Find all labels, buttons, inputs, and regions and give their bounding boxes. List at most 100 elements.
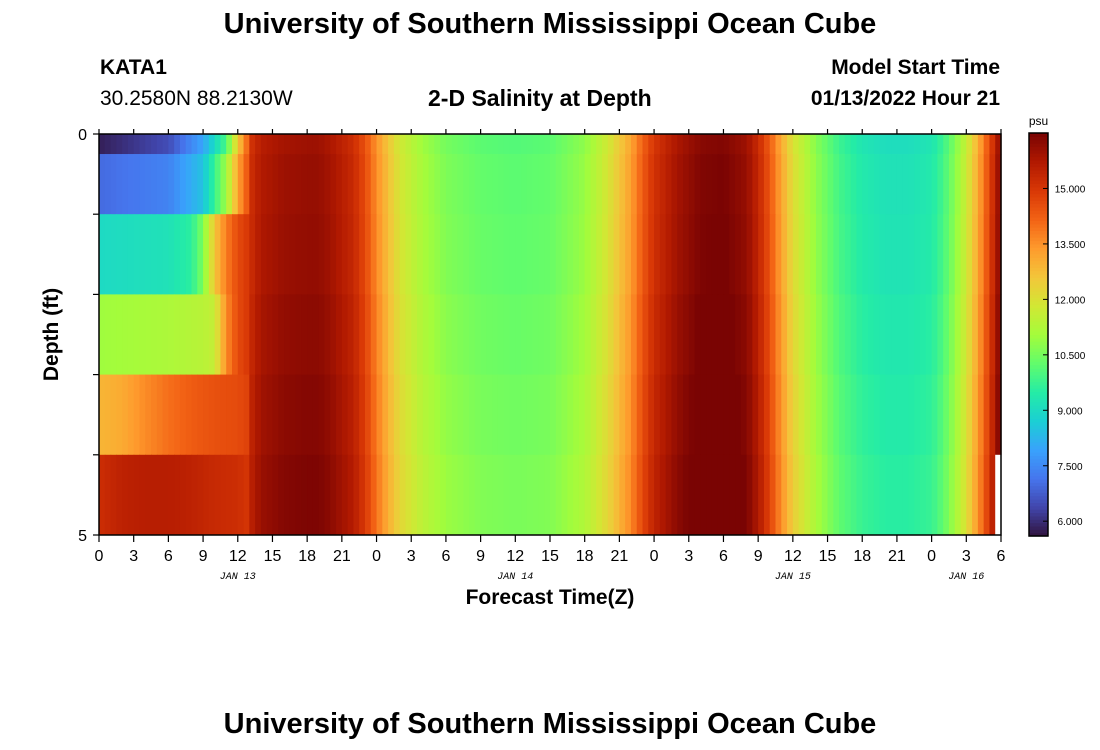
colorbar-segment [1029,371,1048,376]
heatmap-cell [237,294,245,375]
colorbar-segment [1029,408,1048,413]
colorbar-segment [1029,169,1048,174]
heatmap-cell [763,214,771,295]
colorbar-segment [1029,532,1048,537]
heatmap-cell [717,214,725,295]
heatmap-cell [954,154,962,215]
heatmap-cell [839,154,846,215]
x-tick-label: 3 [684,548,693,565]
colorbar-segment [1029,190,1048,195]
heatmap-cell [307,134,314,155]
heatmap-cell [104,294,112,375]
heatmap-cell [399,294,407,375]
heatmap-cell [700,374,707,456]
heatmap-cell [868,154,875,215]
heatmap-cell [336,294,343,375]
heatmap-cell [671,154,678,215]
heatmap-cell [648,154,655,215]
heatmap-cell [289,374,297,456]
heatmap-cell [688,374,696,456]
heatmap-cell [110,134,117,155]
heatmap-cell [301,214,308,295]
heatmap-cell [376,454,383,536]
colorbar-segment [1029,468,1048,473]
heatmap-cell [775,294,782,375]
heatmap-cell [422,154,430,215]
heatmap-cell [821,454,829,536]
x-tick-label: 6 [441,548,450,565]
colorbar-segment [1029,193,1048,198]
heatmap-cell [422,134,430,155]
heatmap-cell [885,374,892,456]
heatmap-cell [752,454,759,536]
colorbar-segment [1029,351,1048,356]
heatmap-cell [492,454,499,536]
heatmap-cell [891,134,898,155]
heatmap-cell [642,134,649,155]
colorbar-segment [1029,441,1048,446]
heatmap-cell [174,454,181,536]
heatmap-cell [729,294,736,375]
heatmap-cell [139,374,146,456]
heatmap-cell [659,154,667,215]
heatmap-cell [891,154,898,215]
colorbar-unit: psu [1029,114,1048,128]
heatmap-cell [746,374,753,456]
heatmap-cell [885,214,892,295]
heatmap-cell [873,374,881,456]
heatmap-cell [671,454,678,536]
heatmap-cell [174,214,181,295]
y-tick-label: 5 [78,528,87,545]
heatmap-cell [168,294,175,375]
heatmap-cell [133,294,141,375]
heatmap-cell [908,134,915,155]
colorbar-segment [1029,458,1048,463]
heatmap-cell [989,154,996,215]
colorbar-segment [1029,136,1048,141]
heatmap-cell [561,374,568,456]
x-tick-label: 21 [888,548,906,565]
heatmap-cell [399,454,407,536]
heatmap-cell [792,294,800,375]
heatmap-cell [99,214,106,295]
heatmap-cell [833,214,840,295]
heatmap-cell [763,374,771,456]
heatmap-cell [954,214,962,295]
heatmap-cell [422,454,430,536]
heatmap-cell [434,454,441,536]
heatmap-cell [122,154,129,215]
heatmap-cell [983,134,991,155]
heatmap-cell [850,154,858,215]
heatmap-cell [700,294,707,375]
heatmap-cell [590,294,597,375]
heatmap-cell [908,454,915,536]
heatmap-cell [214,134,222,155]
heatmap-cell [995,374,1002,456]
heatmap-cell [312,454,320,536]
heatmap-cell [948,454,956,536]
heatmap-cell [492,374,499,456]
heatmap-cell [382,374,389,456]
heatmap-cell [237,454,245,536]
colorbar-segment [1029,274,1048,279]
heatmap-cell [179,294,187,375]
colorbar-segment [1029,398,1048,403]
heatmap-cell [763,294,771,375]
heatmap-cell [428,154,435,215]
heatmap-cell [625,214,632,295]
heatmap-cell [497,454,505,536]
colorbar-segment [1029,347,1048,352]
heatmap-cell [116,374,123,456]
heatmap-cell [943,134,950,155]
heatmap-cell [677,154,684,215]
heatmap-cell [197,214,204,295]
heatmap-cell [324,454,331,536]
heatmap-cell [810,454,817,536]
heatmap-cell [920,374,927,456]
heatmap-cell [156,154,164,215]
heatmap-cell [359,454,366,536]
heatmap-cell [844,374,852,456]
heatmap-cell [434,214,441,295]
colorbar-segment [1029,374,1048,379]
heatmap-cell [630,154,638,215]
